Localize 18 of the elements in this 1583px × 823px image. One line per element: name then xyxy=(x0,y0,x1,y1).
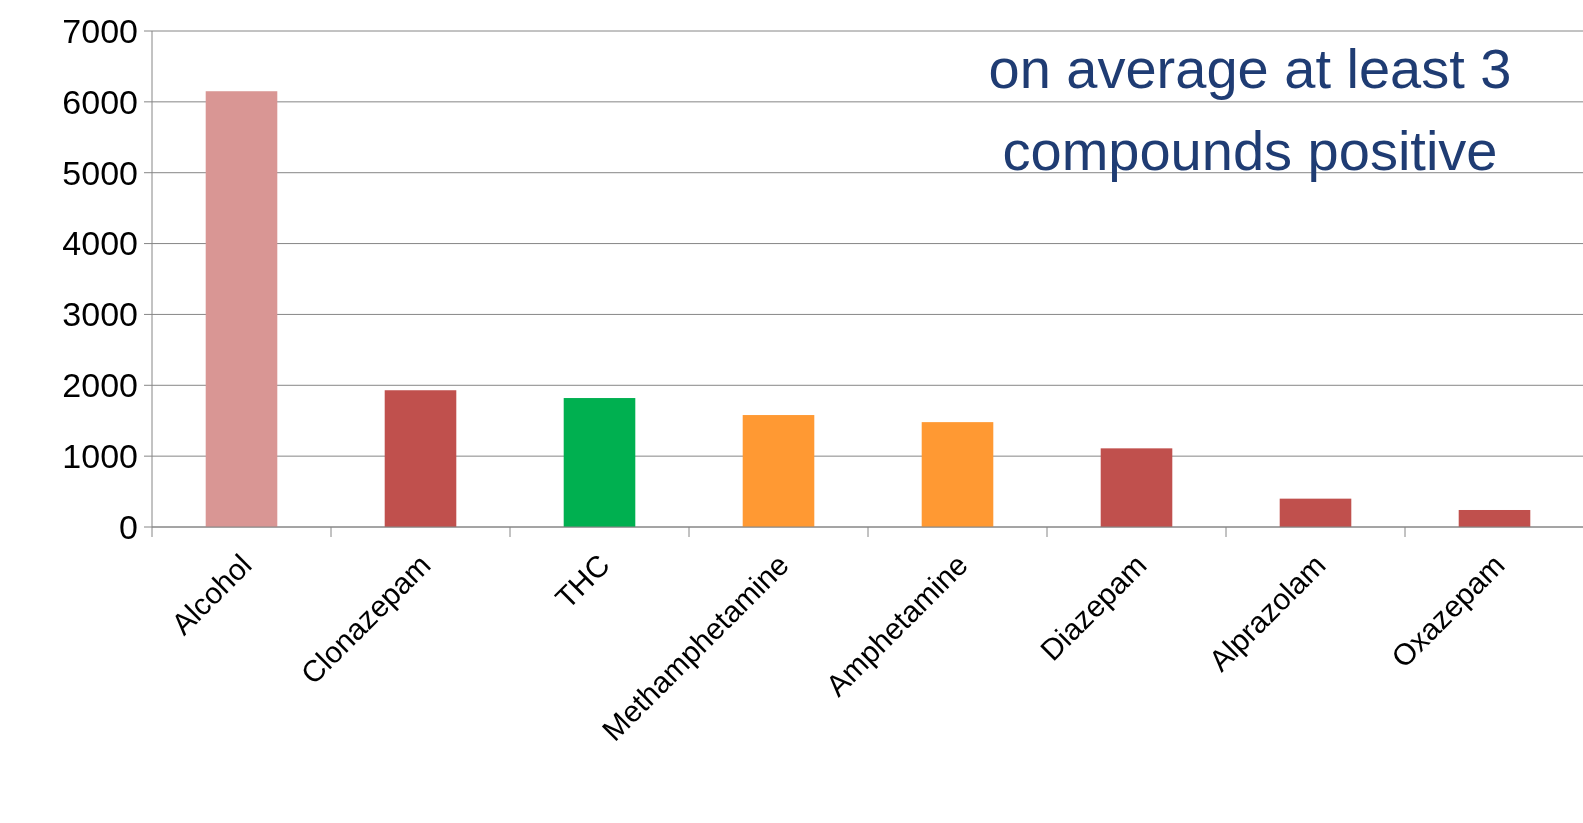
annotation: compounds positive xyxy=(1002,119,1498,182)
y-tick-label: 2000 xyxy=(62,366,138,405)
bar xyxy=(384,390,457,527)
y-tick-label: 0 xyxy=(119,507,138,546)
y-tick-label: 4000 xyxy=(62,224,138,263)
bar xyxy=(1100,448,1173,527)
y-tick-label: 6000 xyxy=(62,82,138,121)
bar xyxy=(563,398,636,527)
annotation: on average at least 3 xyxy=(988,37,1512,100)
y-tick-label: 3000 xyxy=(62,295,138,334)
y-tick-label: 1000 xyxy=(62,437,138,476)
bar xyxy=(1279,498,1352,527)
bar xyxy=(205,91,278,527)
bar xyxy=(1458,509,1531,527)
y-tick-label: 7000 xyxy=(62,11,138,50)
bar xyxy=(921,422,994,527)
y-tick-label: 5000 xyxy=(62,153,138,192)
bar xyxy=(742,415,815,527)
